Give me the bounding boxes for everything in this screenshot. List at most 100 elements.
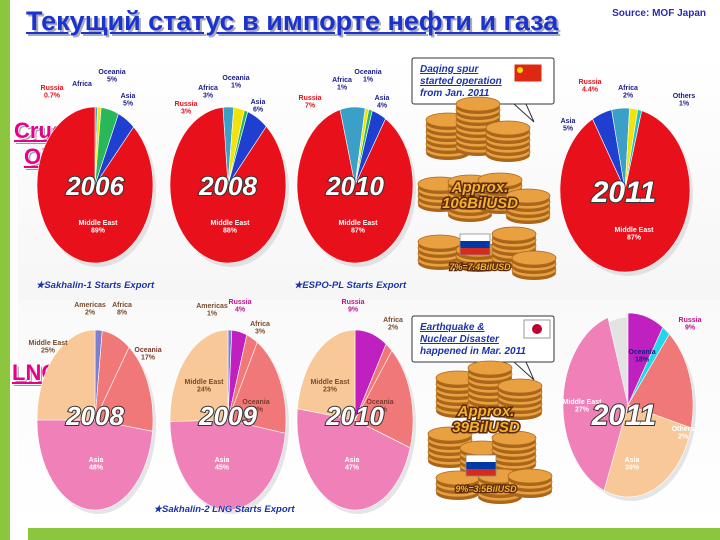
callout-line: from Jan. 2011 bbox=[420, 88, 490, 99]
lng-coin-stack bbox=[507, 468, 553, 498]
source-note: Source: MOF Japan bbox=[612, 8, 706, 19]
lng-coin-stack bbox=[497, 378, 543, 420]
pie-slice-oceania bbox=[627, 333, 694, 429]
slice-label-africa: Africa 2% bbox=[383, 317, 403, 331]
slice-label-russia: Russia 9% bbox=[342, 299, 365, 313]
lng-russia-share-label: 9%=3.5BilUSD bbox=[455, 484, 517, 494]
russia-flag-icon bbox=[465, 454, 497, 477]
pie-slice-asia bbox=[169, 419, 286, 511]
slice-label-oceania: Oceania 1% bbox=[222, 75, 249, 89]
slice-label-russia: Russia 3% bbox=[175, 101, 198, 115]
sakhalin1-note: ★Sakhalin-1 Starts Export bbox=[36, 280, 155, 291]
page-title: Текущий статус в импорте нефти и газа bbox=[26, 6, 559, 36]
pie-slice-middle-east bbox=[297, 329, 356, 421]
pie-slice-middle-east bbox=[296, 109, 414, 264]
callout-line: started operation bbox=[420, 76, 502, 87]
slice-label-oceania: Oceania 18% bbox=[628, 349, 655, 363]
slice-label-others: Others 1% bbox=[673, 93, 696, 107]
pie-chart-lng-2011: Russia 9% Oceania 18% Others 2% Middle East 27%… bbox=[562, 312, 702, 501]
pie-chart-crude-oil-2010: Russia 7% Africa 1%Oceania 1% Asia 4% Middle Ea… bbox=[296, 69, 416, 267]
slice-label-asia: Asia 6% bbox=[251, 99, 266, 113]
pie-slice-asia bbox=[562, 317, 629, 491]
slice-label-oceania: Oceania 1% bbox=[354, 69, 381, 83]
callout-line: Daqing spur bbox=[420, 64, 479, 75]
slice-label-others: Others 2% bbox=[672, 426, 695, 440]
callout-line: Nuclear Disaster bbox=[420, 334, 500, 345]
slice-label-middle-east: Middle East 87% bbox=[615, 227, 655, 241]
slice-label-africa: Africa 3% bbox=[198, 85, 218, 99]
pie-chart-crude-oil-2006: Russia 0.7% Africa Oceania 5% Asia 5% Middle Ea… bbox=[36, 69, 156, 267]
slice-label-asia: Asia 47% bbox=[345, 457, 360, 471]
pie-year-label: 2010 bbox=[325, 401, 384, 431]
pie-year-label: 2010 bbox=[325, 171, 384, 201]
pie-chart-lng-2010: Russia 9% Africa 2% Oceania 19% Asia 47% Middle … bbox=[296, 299, 416, 514]
callout-line: Earthquake & bbox=[420, 322, 484, 333]
footer-bar bbox=[28, 528, 720, 540]
pie-slice-middle-east bbox=[169, 329, 229, 422]
pie-slice-oceania bbox=[227, 341, 287, 434]
slice-label-americas: Americas 1% bbox=[196, 303, 228, 317]
china-flag-icon bbox=[513, 63, 543, 83]
slice-label-middle-east: Middle East 27% bbox=[563, 399, 603, 413]
slice-label-middle-east: Middle East 88% bbox=[211, 220, 251, 234]
slice-label-asia: Asia 5% bbox=[121, 93, 136, 107]
slice-label-middle-east: Middle East 23% bbox=[311, 379, 351, 393]
slice-label-asia: Asia 39% bbox=[625, 457, 640, 471]
pie-slice-oceania bbox=[354, 350, 414, 449]
pie-slice-asia bbox=[36, 419, 153, 511]
pie-year-label: 2009 bbox=[198, 401, 257, 431]
pie-slice-middle-east bbox=[169, 106, 287, 264]
pie-slice-oceania bbox=[94, 346, 154, 432]
slice-label-asia: Asia 5% bbox=[561, 118, 576, 132]
pie-chart-lng-2009: Americas 1%Russia 4% Africa 3% Oceania 18% Asia… bbox=[169, 299, 289, 514]
oil-coin-stack bbox=[485, 120, 531, 162]
lng-coin-stack bbox=[435, 470, 481, 500]
pie-slice-middle-east bbox=[603, 404, 692, 498]
russia-flag-icon bbox=[459, 233, 491, 256]
slice-label-russia: Russia 7% bbox=[299, 95, 322, 109]
slice-label-asia: Asia 4% bbox=[375, 95, 390, 109]
oil-coin-stack bbox=[417, 234, 463, 270]
oil-coin-stack bbox=[511, 250, 557, 280]
slice-label-oceania: Oceania 17% bbox=[134, 347, 161, 361]
pie-year-label: 2008 bbox=[65, 401, 124, 431]
pie-year-label: 2011 bbox=[591, 399, 657, 432]
oil-russia-share-label: 7%=7.4BilUSD bbox=[449, 262, 511, 272]
sakhalin2-note: ★Sakhalin-2 LNG Starts Export bbox=[153, 504, 295, 515]
pie-slice-middle-east bbox=[559, 110, 691, 273]
slice-label-africa: Africa 8% bbox=[112, 302, 132, 316]
pie-year-label: 2011 bbox=[591, 176, 657, 209]
espo-note: ★ESPO-PL Starts Export bbox=[294, 280, 407, 291]
oil-coin-stack bbox=[505, 188, 551, 224]
japan-flag-icon bbox=[523, 319, 551, 339]
pie-slice-middle-east bbox=[36, 106, 154, 264]
pie-year-label: 2006 bbox=[65, 171, 124, 201]
slice-label-asia: Asia 48% bbox=[89, 457, 104, 471]
slice-label-russia: Russia 4% bbox=[229, 299, 252, 313]
slice-label-middle-east: Middle East 87% bbox=[339, 220, 379, 234]
slice-label-middle-east: Middle East 89% bbox=[79, 220, 119, 234]
slice-label-oceania: Oceania 18% bbox=[242, 399, 269, 413]
pie-chart-crude-oil-2008: Russia 3%Africa 3% Oceania 1%Asia 6% Middle Ea… bbox=[169, 75, 289, 267]
lng-coin-stack bbox=[491, 430, 537, 472]
slice-label-russia: Russia 9% bbox=[679, 317, 702, 331]
slice-label-americas: Americas 2% bbox=[74, 302, 106, 316]
left-accent-bar bbox=[0, 0, 10, 540]
slice-label-africa: Africa 2% bbox=[618, 85, 638, 99]
slice-label-russia: Russia 0.7% bbox=[41, 85, 64, 99]
slice-label-africa: Africa bbox=[72, 81, 92, 88]
slice-label-oceania: Oceania 5% bbox=[98, 69, 125, 83]
callout-line: happened in Mar. 2011 bbox=[420, 346, 526, 357]
pie-slice-middle-east bbox=[36, 329, 96, 421]
lng-total-label: Approx. 39BilUSD bbox=[452, 403, 520, 436]
title-bar bbox=[10, 0, 720, 45]
pie-chart-crude-oil-2011: Russia 4.4% Africa 2% Others 1% Asia 5% Middle E… bbox=[559, 79, 696, 276]
pie-year-label: 2008 bbox=[198, 171, 257, 201]
slice-label-middle-east: Middle East 25% bbox=[29, 340, 69, 354]
slice-label-africa: Africa 1% bbox=[332, 77, 352, 91]
slice-label-asia: Asia 45% bbox=[215, 457, 230, 471]
pie-slice-asia bbox=[296, 408, 411, 511]
slice-label-russia: Russia 4.4% bbox=[579, 79, 602, 93]
